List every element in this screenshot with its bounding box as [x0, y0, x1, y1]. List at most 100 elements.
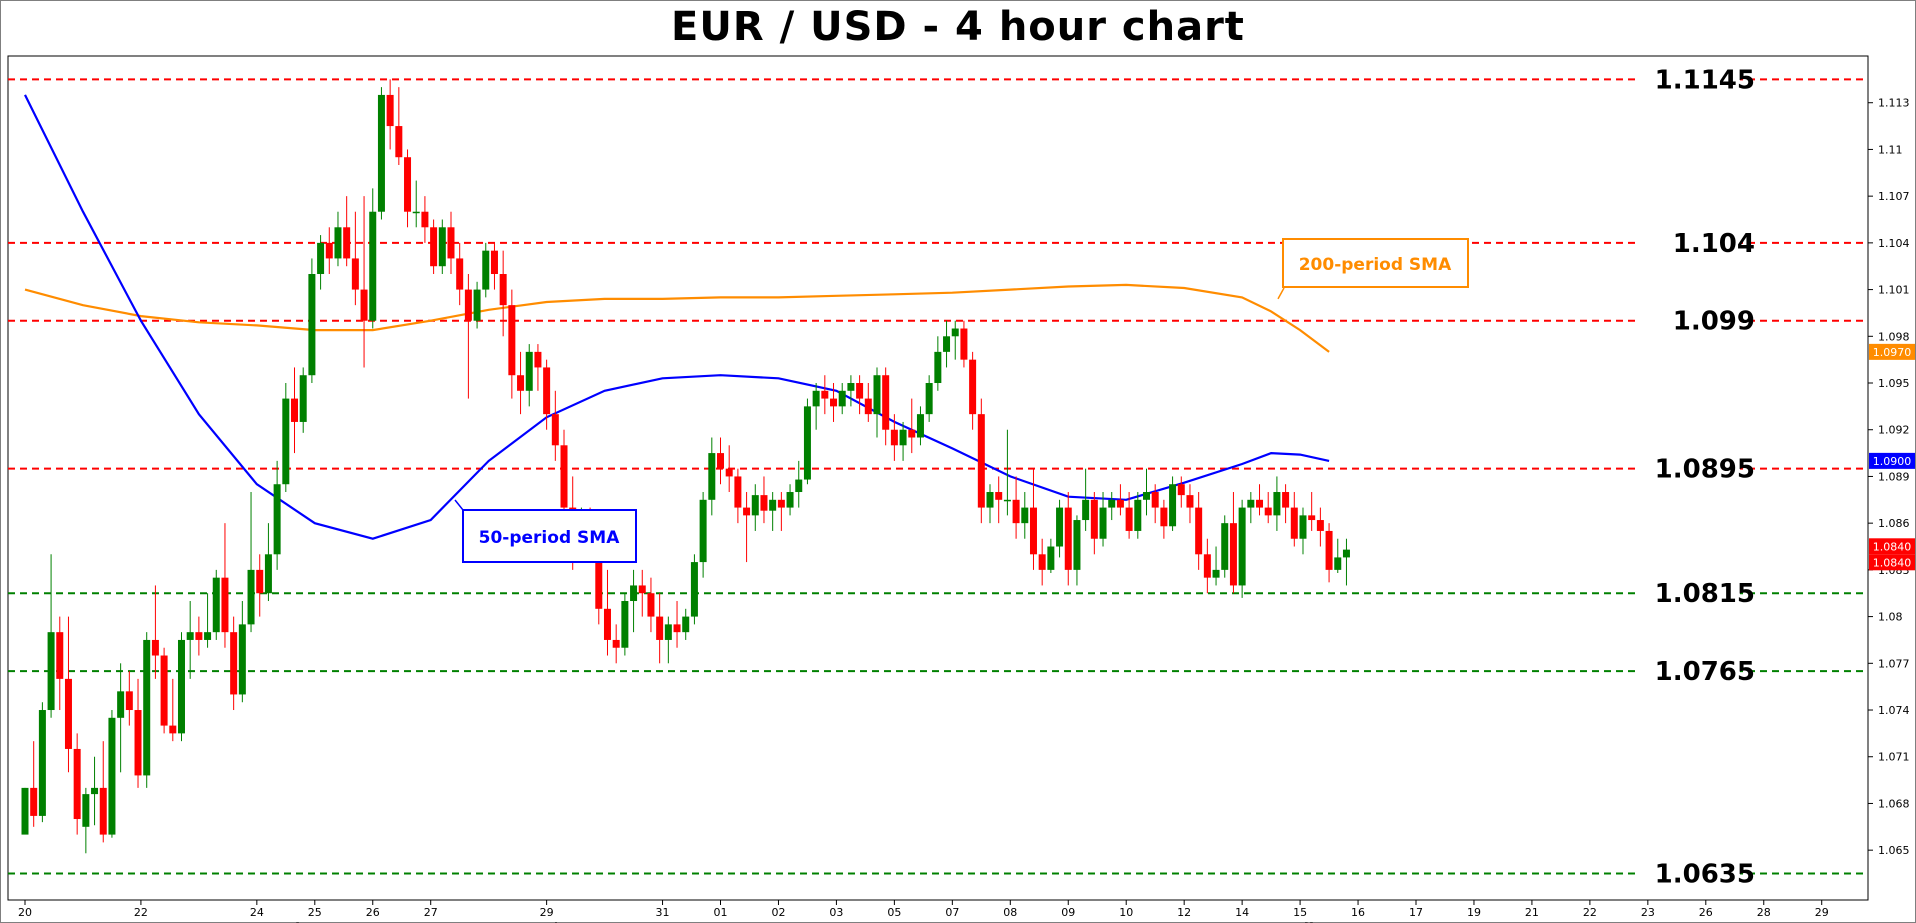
sma-50-label-box	[462, 509, 637, 563]
y-tick-label: 1.08	[1878, 611, 1903, 624]
candle-body	[195, 632, 203, 640]
candle-body	[1203, 554, 1211, 578]
candle-body	[638, 585, 646, 594]
candle-body	[812, 390, 820, 407]
x-tick-label: 19	[1467, 906, 1481, 919]
candle-body	[212, 577, 220, 633]
candle-body	[943, 336, 951, 352]
level-label: 1.0765	[1655, 657, 1755, 687]
x-tick-label: 05	[887, 906, 901, 919]
candle-body	[108, 717, 116, 835]
candle-body	[1308, 515, 1316, 521]
candle-body	[525, 351, 533, 391]
candle-body	[908, 429, 916, 438]
candle-body	[934, 351, 942, 384]
candle-body	[612, 639, 620, 648]
x-tick-label: 22	[134, 906, 148, 919]
candle-body	[1177, 484, 1185, 496]
candle-body	[447, 227, 455, 259]
level-label: 1.0635	[1655, 860, 1755, 890]
candle-body	[769, 499, 777, 511]
candle-body	[47, 632, 55, 711]
candle-body	[1012, 499, 1020, 524]
candle-body	[1003, 499, 1011, 502]
candle-body	[1099, 507, 1107, 539]
candle-body	[343, 227, 351, 259]
candle-body	[273, 484, 281, 555]
x-tick-label: 01	[714, 906, 728, 919]
candle-body	[699, 499, 707, 563]
candle-body	[73, 748, 81, 820]
candle-body	[951, 328, 959, 337]
candle-body	[717, 453, 725, 469]
candle-body	[38, 710, 46, 816]
candle-body	[204, 632, 212, 640]
y-tick-label: 1.092	[1878, 424, 1910, 437]
candle-body	[160, 655, 168, 726]
candle-body	[369, 211, 377, 321]
sma-50-leader	[454, 499, 464, 511]
candle-body	[1116, 499, 1124, 508]
candle-body	[151, 639, 159, 656]
x-tick-label: 14	[1235, 906, 1249, 919]
candle-body	[1325, 530, 1333, 570]
candle-body	[664, 624, 672, 640]
candle-body	[308, 274, 316, 376]
candle-body	[1134, 499, 1142, 531]
candle-body	[856, 383, 864, 399]
sma-200-label-box	[1282, 238, 1469, 288]
candle-body	[1038, 554, 1046, 570]
x-tick-label: 29	[1815, 906, 1829, 919]
candle-body	[890, 429, 898, 446]
candle-body	[960, 328, 968, 360]
x-tick-label: 02	[771, 906, 785, 919]
price-tag-label: 1.0840	[1873, 556, 1912, 569]
price-tag	[1869, 452, 1915, 469]
candle-body	[1047, 546, 1055, 570]
candle-body	[1125, 507, 1133, 531]
candle-body	[899, 429, 907, 446]
candle-body	[221, 577, 229, 633]
candle-body	[1342, 549, 1350, 558]
x-tick-label: 20	[18, 906, 32, 919]
candle-body	[1273, 492, 1281, 516]
candle-body	[656, 616, 664, 640]
candle-body	[56, 632, 64, 679]
candle-body	[412, 211, 420, 214]
candle-body	[299, 375, 307, 422]
x-tick-label: 23	[1641, 906, 1655, 919]
candle-body	[230, 632, 238, 695]
candle-body	[560, 445, 568, 508]
candle-body	[734, 476, 742, 508]
y-tick-label: 1.068	[1878, 797, 1910, 810]
candle-body	[1316, 520, 1324, 531]
level-label: 1.0895	[1655, 455, 1755, 485]
price-tag-label: 1.0970	[1873, 346, 1912, 359]
candle-body	[395, 126, 403, 158]
candle-body	[1195, 507, 1203, 555]
candle-body	[1151, 492, 1159, 508]
candle-body	[977, 414, 985, 508]
candle-body	[969, 359, 977, 415]
candle-body	[1247, 499, 1255, 508]
candle-body	[830, 398, 838, 407]
candle-body	[117, 691, 125, 718]
level-label-bg	[1640, 227, 1740, 258]
level-label-bg	[1640, 305, 1740, 336]
candle-body	[986, 492, 994, 508]
candle-body	[534, 351, 542, 368]
y-tick-label: 1.101	[1878, 284, 1910, 297]
x-tick-label: 09	[1061, 906, 1075, 919]
candle-body	[91, 787, 99, 795]
candle-body	[673, 624, 681, 633]
candle-body	[30, 787, 38, 816]
candle-body	[543, 367, 551, 415]
sma-200-line	[24, 283, 1330, 353]
x-tick-label: 25	[308, 906, 322, 919]
candle-body	[490, 250, 498, 275]
candle-body	[334, 227, 342, 259]
candle-body	[325, 242, 333, 259]
candle-body	[708, 453, 716, 500]
y-tick-label: 1.11	[1878, 143, 1903, 156]
